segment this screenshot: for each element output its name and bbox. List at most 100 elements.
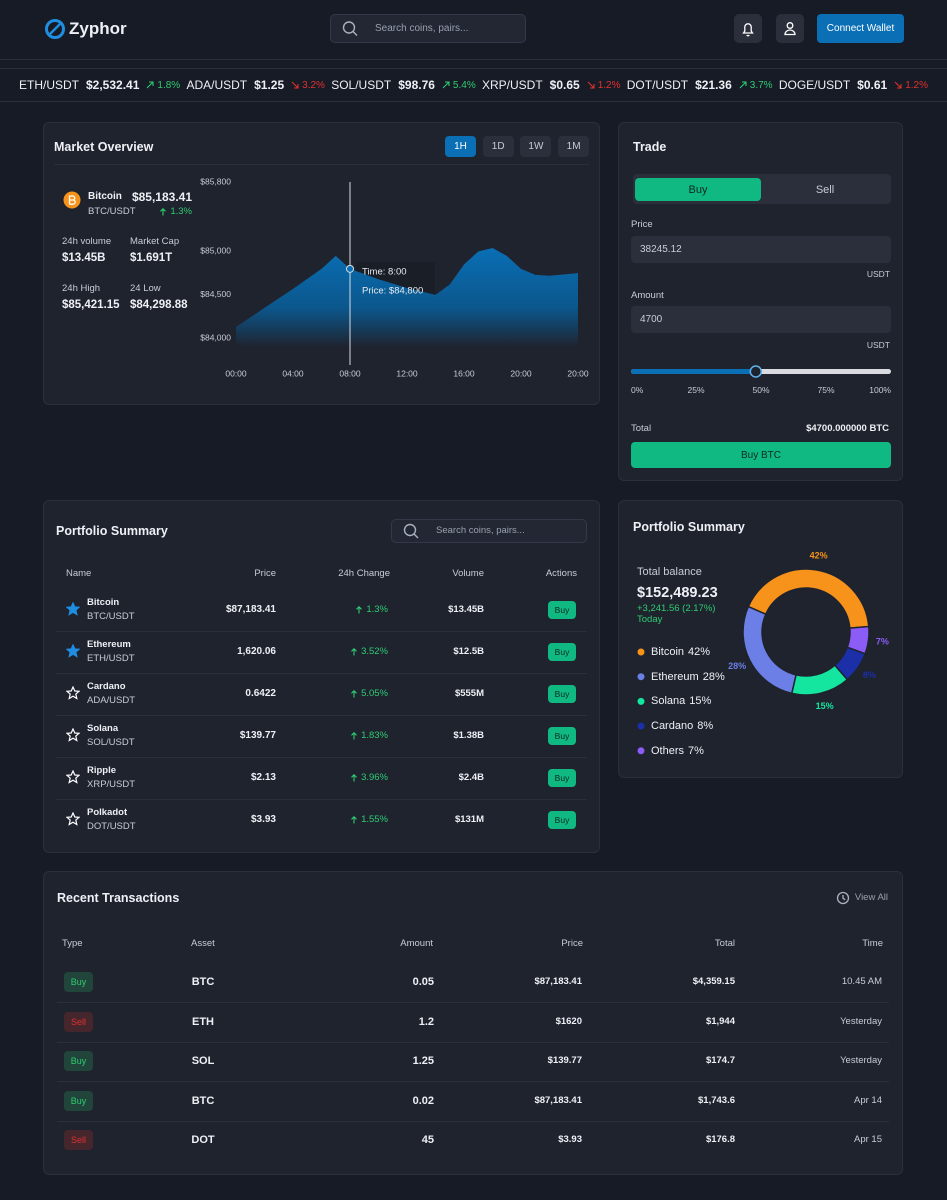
favorite-star[interactable]	[66, 728, 80, 742]
ticker-item[interactable]: ADA/USDT $1.25 3.2%	[186, 78, 325, 92]
favorite-star[interactable]	[66, 812, 80, 826]
coin-price: $85,183.41	[131, 190, 192, 204]
trend-arrow	[351, 690, 357, 698]
buy-button[interactable]: Buy	[548, 727, 576, 745]
unit-label: USDT	[866, 340, 890, 350]
coin-name: Bitcoin	[88, 191, 122, 202]
notifications-button[interactable]	[734, 14, 762, 43]
trend-arrow	[351, 732, 357, 740]
favorite-star[interactable]	[66, 644, 80, 658]
buy-button[interactable]: Buy	[548, 769, 576, 787]
amount: 0.02	[412, 1094, 434, 1107]
ticker-item[interactable]: DOT/USDT $21.36 3.7%	[627, 78, 773, 92]
ticker-price: $0.65	[549, 78, 580, 92]
coin-price: $3.93	[250, 814, 276, 825]
favorite-star[interactable]	[66, 602, 80, 616]
price-input[interactable]: 38245.12	[631, 236, 891, 263]
column-header: Asset	[191, 938, 215, 949]
column-header: Actions	[545, 568, 577, 579]
range-button[interactable]: 1W	[520, 136, 552, 157]
amount: 45	[421, 1134, 434, 1146]
type-badge: Sell	[64, 1011, 93, 1032]
table-search-box[interactable]	[391, 519, 587, 543]
balance-label: Total balance	[637, 566, 702, 578]
ticker-item[interactable]: DOGE/USDT $0.61 1.2%	[779, 78, 928, 92]
amount: 1.2	[418, 1015, 434, 1028]
coin-volume: $131M	[454, 814, 484, 825]
coin-name: Solana	[87, 723, 119, 734]
stat-value: $1.691T	[130, 252, 173, 264]
search-placeholder: Search coins, pairs...	[375, 23, 469, 34]
buy-button[interactable]: Buy	[548, 643, 576, 661]
slider-label: 25%	[687, 385, 705, 395]
buy-button[interactable]: Buy	[548, 685, 576, 703]
legend-value: 42%	[688, 646, 711, 658]
trade-tab[interactable]: Buy	[635, 178, 761, 201]
slider-label: 50%	[752, 385, 770, 395]
coin-volume: $12.5B	[453, 646, 484, 657]
coin-pair: SOL/USDT	[87, 737, 135, 748]
divider	[56, 757, 587, 758]
buy-button[interactable]: Buy	[548, 811, 576, 829]
column-header: Time	[862, 938, 883, 949]
asset: ETH	[192, 1015, 214, 1028]
ticker-pair: ETH/USDT	[19, 78, 79, 92]
ticker-item[interactable]: ETH/USDT $2,532.41 1.8%	[19, 78, 180, 92]
ticker-change: 5.4%	[442, 80, 476, 91]
coin-change: 1.3%	[159, 204, 192, 220]
trend-arrow	[894, 81, 902, 89]
total: $176.8	[705, 1134, 735, 1145]
column-header: Price	[561, 938, 583, 949]
legend-value: 15%	[689, 695, 712, 708]
legend-entry: Solana 15%	[651, 693, 711, 709]
coin-change: 1.83%	[350, 728, 388, 744]
balance-change: +3,241.56 (2.17%) Today	[637, 603, 716, 625]
search-box[interactable]	[330, 14, 526, 43]
column-header: Type	[62, 938, 83, 949]
ticker-change: 3.2%	[291, 80, 325, 91]
price: $3.93	[558, 1134, 582, 1145]
amount: 0.05	[412, 976, 434, 988]
favorite-star[interactable]	[66, 686, 80, 700]
ticker-price: $0.61	[857, 78, 888, 92]
transactions-card	[43, 871, 903, 1175]
buy-button[interactable]: Buy BTC	[631, 442, 891, 468]
coin-name: Cardano	[87, 681, 126, 692]
legend-name: Bitcoin	[651, 646, 685, 658]
stat-value: $13.45B	[62, 252, 106, 264]
ticker-pair: DOGE/USDT	[778, 78, 851, 92]
column-header: Price	[254, 568, 276, 579]
coin-name: Bitcoin	[87, 597, 120, 608]
favorite-star[interactable]	[66, 770, 80, 784]
brand-name: Zyphor	[69, 19, 127, 38]
coin-name: Ethereum	[87, 639, 131, 650]
range-button[interactable]: 1H	[445, 136, 476, 157]
coin-price: 0.6422	[245, 688, 276, 699]
connect-wallet-button[interactable]: Connect Wallet	[817, 14, 904, 43]
column-header: Total	[714, 938, 735, 949]
stat-label: Market Cap	[130, 236, 180, 247]
total: $4,359.15	[692, 976, 735, 987]
coin-pair: XRP/USDT	[87, 779, 136, 790]
profile-button[interactable]	[776, 14, 804, 43]
price: $139.77	[547, 1055, 582, 1066]
buy-button[interactable]: Buy	[548, 601, 576, 619]
trend-arrow	[587, 81, 595, 89]
divider	[54, 164, 589, 165]
view-all-link[interactable]: View All	[854, 892, 888, 903]
amount-input[interactable]: 4700	[631, 306, 891, 333]
range-button[interactable]: 1M	[558, 136, 590, 157]
trade-tab[interactable]: Sell	[815, 183, 835, 196]
coin-name: Polkadot	[87, 807, 128, 818]
range-button[interactable]: 1D	[482, 136, 514, 157]
time: Yesterday	[840, 1015, 882, 1027]
divider	[56, 715, 587, 716]
ticker-item[interactable]: SOL/USDT $98.76 5.4%	[331, 78, 476, 92]
ticker-item[interactable]: XRP/USDT $0.65 1.2%	[482, 78, 621, 92]
trend-arrow	[442, 81, 450, 89]
coin-volume: $555M	[454, 688, 484, 699]
total: $174.7	[705, 1055, 735, 1066]
column-header: Name	[66, 568, 92, 579]
stat-label: 24h volume	[62, 236, 112, 247]
type-badge: Sell	[64, 1130, 93, 1150]
